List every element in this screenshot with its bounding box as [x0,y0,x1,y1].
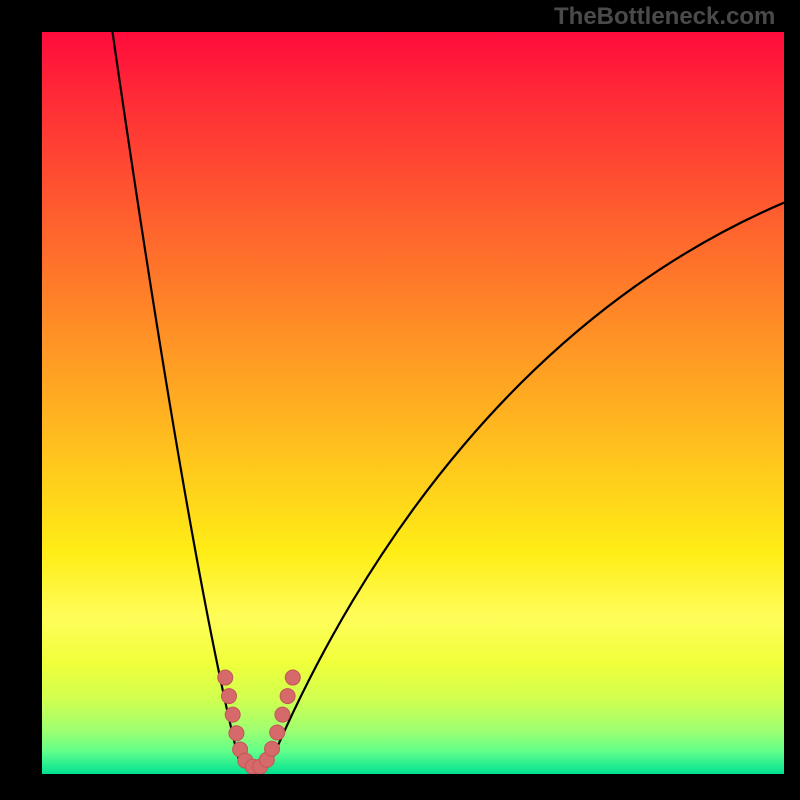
plot-svg [42,32,784,774]
marker-dot [280,689,295,704]
plot-area [42,32,784,774]
watermark-text: TheBottleneck.com [554,3,775,31]
marker-dot [270,725,285,740]
marker-dot [275,707,290,722]
gradient-background [42,32,784,774]
marker-dot [218,670,233,685]
marker-dot [225,707,240,722]
marker-dot [265,741,280,756]
marker-dot [229,726,244,741]
marker-dot [285,670,300,685]
marker-dot [221,689,236,704]
